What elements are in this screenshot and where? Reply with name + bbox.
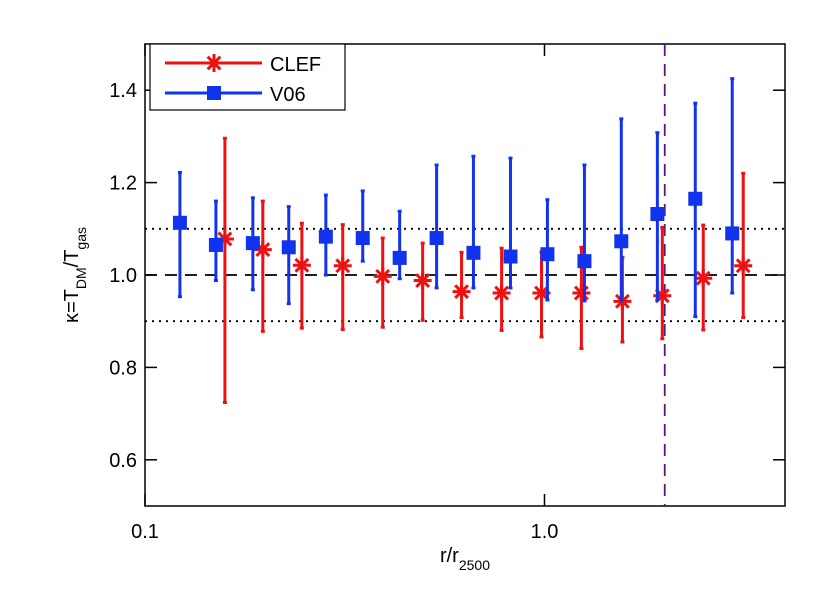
marker — [725, 226, 740, 241]
label-part: κ=T — [61, 289, 83, 323]
x-axis-label: r/r2500 — [440, 545, 490, 573]
marker — [172, 215, 187, 230]
label-part: 2500 — [459, 557, 490, 573]
y-tick-label: 1.2 — [109, 173, 137, 195]
y-tick-label: 1.0 — [109, 265, 137, 287]
marker — [215, 229, 234, 248]
marker — [292, 256, 311, 275]
error-bar — [340, 223, 345, 332]
error-bar — [660, 225, 665, 341]
marker — [245, 236, 260, 251]
marker — [653, 286, 672, 305]
marker — [614, 234, 629, 249]
label-part: r/r — [440, 545, 459, 567]
marker — [333, 256, 352, 275]
y-tick-label: 1.4 — [109, 80, 137, 102]
marker — [503, 249, 518, 264]
label-part: /T — [61, 250, 83, 268]
marker — [373, 267, 392, 286]
error-bar — [177, 170, 182, 299]
marker — [355, 231, 370, 246]
error-bar — [222, 136, 227, 405]
marker — [466, 245, 481, 260]
error-bar — [741, 171, 746, 320]
marker — [694, 269, 713, 288]
legend-box — [149, 43, 346, 111]
marker — [688, 191, 703, 206]
legend-label: CLEF — [270, 54, 321, 76]
error-bar — [434, 163, 439, 290]
marker — [318, 229, 333, 244]
error-bar — [508, 156, 513, 290]
marker — [392, 250, 407, 265]
marker — [429, 231, 444, 246]
marker — [281, 240, 296, 255]
error-bar — [730, 77, 735, 295]
marker — [452, 282, 471, 301]
y-tick-label: 0.8 — [109, 357, 137, 379]
legend-label: V06 — [270, 84, 306, 106]
error-bar — [286, 205, 291, 306]
error-bar — [693, 101, 698, 319]
marker — [492, 284, 511, 303]
y-tick-label: 0.6 — [109, 450, 137, 472]
label-part: DM — [73, 267, 89, 289]
marker — [532, 284, 551, 303]
y-axis-label: κ=TDM/Tgas — [61, 227, 89, 323]
legend-marker — [205, 54, 223, 72]
error-bar — [471, 154, 476, 290]
error-bar — [299, 221, 304, 330]
error-bar — [260, 199, 265, 333]
marker — [734, 256, 753, 275]
error-bar — [397, 209, 402, 281]
error-bar — [619, 117, 624, 302]
x-tick-label: 1.0 — [531, 521, 559, 543]
marker — [413, 271, 432, 290]
marker — [540, 247, 555, 262]
error-bar — [360, 189, 365, 263]
label-part: gas — [73, 227, 89, 250]
marker — [253, 240, 272, 259]
error-bar — [582, 163, 587, 303]
marker — [208, 237, 223, 252]
legend-marker — [207, 86, 221, 100]
marker — [577, 254, 592, 269]
marker — [650, 207, 665, 222]
x-tick-label: 0.1 — [131, 521, 159, 543]
marker — [572, 284, 591, 303]
